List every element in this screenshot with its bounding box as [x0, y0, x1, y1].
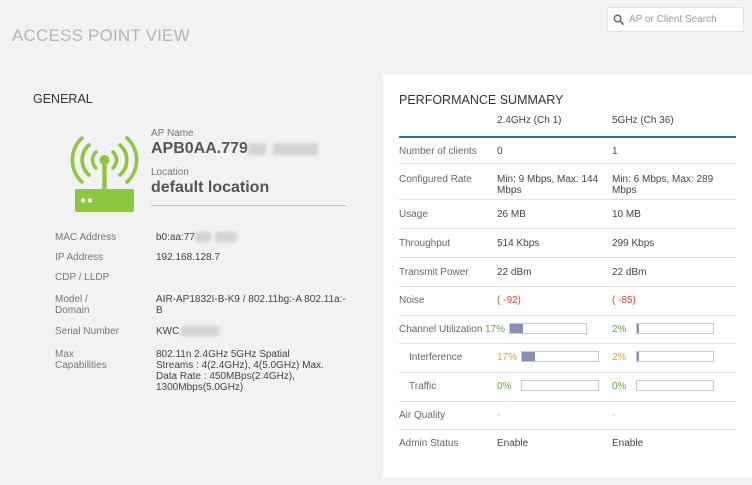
column-header-5ghz: 5GHz (Ch 36): [612, 115, 674, 126]
performance-summary-panel: PERFORMANCE SUMMARY 2.4GHz (Ch 1) 5GHz (…: [383, 75, 752, 477]
interference-bar-5ghz: [636, 351, 714, 362]
traffic-bar-2-4ghz: [521, 380, 599, 391]
location-label: Location: [151, 167, 189, 178]
traffic-bar-5ghz: [636, 380, 714, 391]
page-title: ACCESS POINT VIEW: [12, 26, 190, 45]
search-icon: [613, 14, 624, 25]
column-header-2-4ghz: 2.4GHz (Ch 1): [497, 115, 562, 126]
search-box[interactable]: [607, 7, 744, 32]
header-divider: [399, 136, 736, 138]
ap-identity: AP Name APB0AA.779 Location default loca…: [151, 128, 347, 206]
ap-name-value: APB0AA.779: [151, 140, 347, 158]
search-input[interactable]: [629, 14, 739, 25]
performance-title: PERFORMANCE SUMMARY: [399, 93, 564, 107]
access-point-icon: [70, 136, 139, 212]
interference-bar-2-4ghz: [521, 351, 599, 362]
divider: [151, 205, 346, 206]
channel-utilization-bar-2-4ghz: [509, 323, 587, 334]
location-value: default location: [151, 179, 270, 196]
ap-name-label: AP Name: [151, 128, 194, 139]
general-section-title: GENERAL: [33, 92, 93, 106]
channel-utilization-bar-5ghz: [636, 323, 714, 334]
